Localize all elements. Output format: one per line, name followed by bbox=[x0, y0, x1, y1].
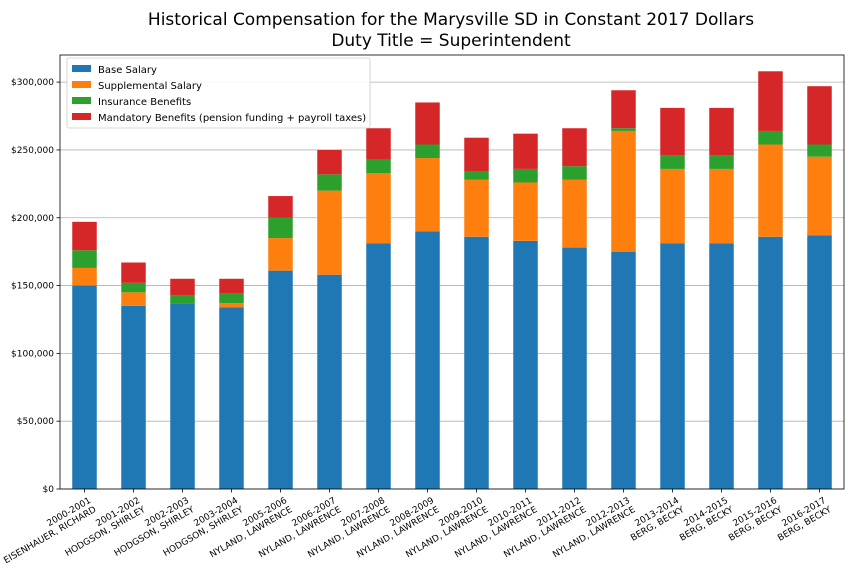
y-tick-label: $300,000 bbox=[11, 78, 54, 88]
plot-frame bbox=[59, 54, 845, 490]
bar-segment bbox=[464, 179, 489, 237]
bar-segment bbox=[807, 235, 832, 489]
bar-segment bbox=[219, 303, 244, 308]
bar-segment bbox=[660, 155, 685, 169]
legend-swatch bbox=[72, 97, 91, 104]
bar-segment bbox=[72, 267, 97, 286]
legend-box bbox=[66, 57, 371, 129]
bar-segment bbox=[170, 295, 195, 304]
bar-segment bbox=[317, 174, 342, 191]
bar-segment bbox=[366, 172, 391, 244]
bar-segment bbox=[709, 243, 734, 489]
bar-segment bbox=[709, 168, 734, 244]
bar-segment bbox=[709, 107, 734, 156]
bar-segment bbox=[366, 128, 391, 160]
bar-segment bbox=[807, 144, 832, 157]
bar-segment bbox=[758, 236, 783, 489]
bar-segment bbox=[464, 236, 489, 489]
bar-segment bbox=[562, 128, 587, 167]
bar-segment bbox=[562, 179, 587, 248]
bar-segment bbox=[170, 303, 195, 489]
bar-segment bbox=[562, 247, 587, 489]
bar-segment bbox=[366, 243, 391, 489]
bar-segment bbox=[268, 270, 293, 489]
y-tick-label: $0 bbox=[43, 485, 55, 495]
bar-segment bbox=[660, 243, 685, 489]
legend-label: Supplemental Salary bbox=[98, 81, 202, 92]
bars bbox=[72, 71, 832, 489]
bar-segment bbox=[72, 250, 97, 268]
bar-segment bbox=[660, 168, 685, 244]
y-tick-label: $100,000 bbox=[11, 349, 54, 359]
bar-segment bbox=[121, 292, 146, 306]
bar-segment bbox=[513, 182, 538, 241]
y-tick-label: $200,000 bbox=[11, 214, 54, 224]
bar-segment bbox=[72, 221, 97, 251]
legend-label: Base Salary bbox=[98, 65, 157, 76]
bar-segment bbox=[464, 171, 489, 180]
bar-segment bbox=[415, 144, 440, 159]
bar-segment bbox=[317, 149, 342, 175]
bar-segment bbox=[758, 130, 783, 145]
y-tick-label: $50,000 bbox=[17, 417, 54, 427]
x-tick-label: 2014-2015BERG, BECKY bbox=[673, 496, 736, 544]
bar-segment bbox=[415, 102, 440, 145]
bar-segment bbox=[72, 285, 97, 489]
bar-segment bbox=[121, 305, 146, 489]
x-tick-label: 2013-2014BERG, BECKY bbox=[624, 496, 687, 544]
bar-segment bbox=[317, 274, 342, 489]
bar-segment bbox=[807, 156, 832, 236]
legend: Base Salary Supplemental Salary Insurance … bbox=[66, 57, 371, 129]
bar-segment bbox=[611, 130, 636, 252]
bar-segment bbox=[807, 86, 832, 145]
bar-segment bbox=[709, 155, 734, 169]
chart-title: Historical Compensation for the Marysvil… bbox=[148, 10, 754, 30]
bar-segment bbox=[415, 231, 440, 489]
bar-segment bbox=[415, 158, 440, 232]
bar-segment bbox=[660, 107, 685, 156]
bar-segment bbox=[268, 238, 293, 271]
legend-label: Mandatory Benefits (pension funding + pa… bbox=[98, 113, 366, 124]
bar-segment bbox=[317, 190, 342, 275]
bar-segment bbox=[121, 282, 146, 293]
bar-segment bbox=[562, 166, 587, 180]
bar-segment bbox=[611, 251, 636, 489]
bar-segment bbox=[611, 90, 636, 129]
bar-segment bbox=[758, 71, 783, 131]
bar-segment bbox=[219, 307, 244, 489]
bar-segment bbox=[268, 196, 293, 218]
bar-segment bbox=[121, 262, 146, 283]
bar-segment bbox=[219, 293, 244, 304]
y-tick-label: $250,000 bbox=[11, 146, 54, 156]
x-tick-label: 2000-2001EISENHAUER, RICHARD bbox=[0, 496, 98, 566]
legend-label: Insurance Benefits bbox=[98, 97, 191, 108]
bar-segment bbox=[268, 217, 293, 239]
legend-swatch bbox=[72, 113, 91, 120]
bar-segment bbox=[513, 240, 538, 489]
x-tick-label: 2016-2017BERG, BECKY bbox=[771, 496, 834, 544]
bar-segment bbox=[611, 128, 636, 131]
y-tick-label: $150,000 bbox=[11, 282, 54, 292]
bar-segment bbox=[513, 133, 538, 169]
legend-swatch bbox=[72, 81, 91, 88]
bar-segment bbox=[758, 144, 783, 237]
bar-segment bbox=[219, 278, 244, 294]
x-tick-label: 2015-2016BERG, BECKY bbox=[722, 496, 785, 544]
bar-segment bbox=[513, 168, 538, 183]
x-tick-label-name: EISENHAUER, RICHARD bbox=[2, 505, 98, 566]
bar-segment bbox=[170, 278, 195, 296]
chart-subtitle: Duty Title = Superintendent bbox=[331, 31, 571, 51]
legend-swatch bbox=[72, 65, 91, 72]
bar-segment bbox=[464, 137, 489, 172]
bar-segment bbox=[366, 159, 391, 173]
